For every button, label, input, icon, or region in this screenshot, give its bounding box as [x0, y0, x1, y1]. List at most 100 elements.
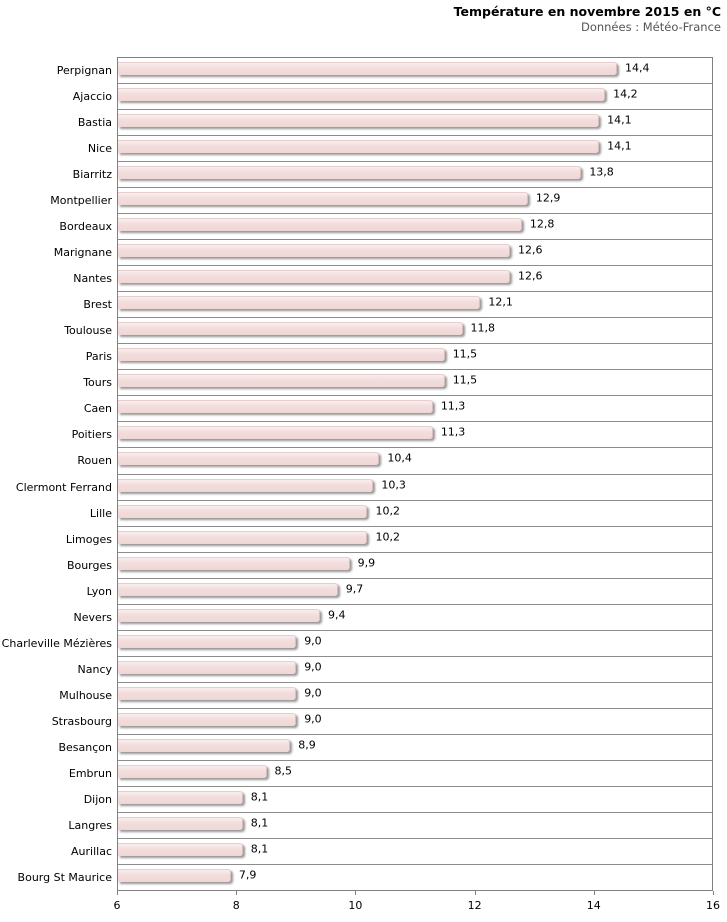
category-label: Rouen — [77, 454, 112, 468]
category-axis: Perpignan Ajaccio Bastia Nice Biarritz Montpe… — [0, 57, 112, 891]
bar-row: 10,2 — [118, 501, 712, 527]
bar — [118, 374, 445, 388]
bar-row: 11,5 — [118, 344, 712, 371]
bar — [118, 296, 481, 310]
bar-value-label: 11,5 — [452, 347, 478, 361]
bar-value-label: 7,9 — [238, 868, 257, 882]
bar-row: 12,1 — [118, 292, 712, 319]
bar-value-label: 14,1 — [607, 113, 632, 127]
bar-row: 9,0 — [118, 631, 712, 657]
bar-value-label: 12,1 — [488, 295, 513, 309]
bar-row: 10,4 — [118, 448, 712, 475]
bar — [118, 686, 297, 700]
bar-value-label: 14,2 — [613, 87, 638, 101]
bar-row: 9,4 — [118, 605, 712, 631]
bar — [118, 634, 297, 648]
chart-title: Température en novembre 2015 en °C — [453, 4, 721, 19]
bar-value-label: 8,5 — [274, 764, 293, 778]
category-label: Dijon — [83, 793, 112, 807]
category-label: Charleville Mézières — [1, 636, 112, 650]
bar — [118, 426, 433, 440]
category-label: Clermont Ferrand — [15, 480, 112, 494]
category-label: Bourg St Maurice — [17, 871, 112, 885]
bar — [118, 816, 243, 830]
bar-row: 8,9 — [118, 735, 712, 761]
bar-value-label: 8,1 — [250, 790, 269, 804]
bar-row: 11,5 — [118, 370, 712, 397]
bar-row: 14,4 — [118, 58, 712, 85]
bar-value-label: 9,0 — [304, 712, 322, 726]
category-label: Langres — [68, 819, 112, 833]
category-label: Nice — [87, 141, 112, 155]
bar-value-label: 9,0 — [304, 660, 322, 674]
bar-row: 11,8 — [118, 318, 712, 345]
bar — [118, 114, 600, 128]
bar-row: 8,1 — [118, 787, 712, 813]
bar — [118, 738, 291, 752]
bar-value-label: 11,8 — [470, 321, 496, 335]
bar-row: 10,2 — [118, 527, 712, 553]
plot-area: 14,4 14,2 14,1 14,1 13,8 12,9 12,8 12,6 12,6 12,1… — [117, 57, 713, 891]
bar-row: 14,2 — [118, 84, 712, 111]
category-label: Poitiers — [71, 428, 112, 442]
category-label: Bordeaux — [59, 219, 112, 233]
bar-row: 11,3 — [118, 422, 712, 449]
x-tick-label: 16 — [706, 899, 720, 912]
bar-value-label: 10,3 — [381, 478, 406, 491]
bar-value-label: 10,2 — [375, 504, 400, 518]
category-label: Montpellier — [50, 193, 112, 207]
bar-row: 8,1 — [118, 813, 712, 839]
chart-subtitle: Données : Météo-France — [580, 19, 721, 34]
bar — [118, 400, 433, 414]
bar-value-label: 13,8 — [589, 165, 614, 179]
x-tick-mark — [355, 891, 357, 895]
bar-row: 10,3 — [118, 475, 712, 501]
category-label: Aurillac — [71, 845, 112, 859]
bar — [118, 842, 243, 856]
x-tick-mark — [236, 891, 238, 895]
category-label: Nantes — [73, 272, 112, 286]
bar-row: 7,9 — [118, 865, 712, 890]
bar-value-label: 9,0 — [304, 634, 322, 648]
bar — [118, 140, 600, 154]
category-label: Paris — [85, 350, 112, 364]
bar — [118, 582, 338, 596]
bar-value-label: 11,3 — [440, 425, 466, 439]
bar — [118, 244, 511, 258]
bar — [118, 218, 522, 232]
category-label: Lille — [89, 506, 112, 520]
bar-value-label: 8,1 — [250, 842, 269, 856]
bar — [118, 270, 511, 284]
bar-row: 13,8 — [118, 162, 712, 189]
bar-value-label: 14,4 — [624, 61, 650, 75]
bar-value-label: 9,0 — [304, 686, 322, 700]
bar-value-label: 12,8 — [529, 217, 555, 231]
category-label: Lyon — [86, 584, 112, 598]
bar — [118, 62, 617, 75]
bar-row: 14,1 — [118, 110, 712, 137]
x-tick-label: 8 — [232, 899, 240, 912]
category-label: Limoges — [65, 532, 112, 546]
category-label: Strasbourg — [51, 715, 112, 729]
bar — [118, 322, 463, 336]
bar-value-label: 10,2 — [375, 530, 400, 544]
bar-value-label: 8,9 — [298, 738, 316, 752]
bar-value-label: 11,5 — [452, 373, 478, 387]
x-tick-label: 6 — [113, 899, 121, 912]
bar-row: 12,8 — [118, 214, 712, 241]
category-label: Bourges — [66, 558, 112, 572]
bar-row: 9,0 — [118, 683, 712, 709]
bar-row: 11,3 — [118, 396, 712, 423]
bar — [118, 452, 380, 466]
x-tick-label: 12 — [467, 899, 482, 912]
bar-value-label: 14,1 — [607, 139, 632, 153]
x-tick-label: 10 — [348, 899, 363, 912]
category-label: Brest — [83, 298, 112, 312]
bar — [118, 556, 350, 570]
bar — [118, 348, 445, 362]
bar — [118, 868, 231, 882]
bar-value-label: 12,6 — [518, 243, 543, 257]
x-tick-mark — [117, 891, 118, 895]
bar — [118, 712, 297, 726]
category-label: Toulouse — [64, 324, 112, 338]
